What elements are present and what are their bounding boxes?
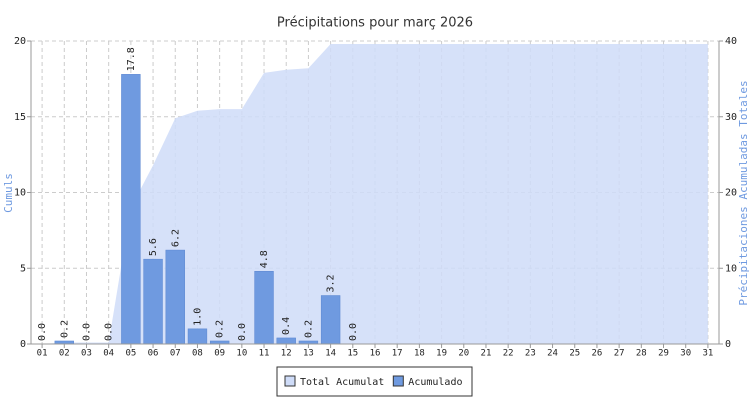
value-label: 0.0 bbox=[37, 323, 48, 341]
x-tick-label: 09 bbox=[214, 349, 225, 359]
x-tick-label: 31 bbox=[702, 349, 713, 359]
x-tick-label: 12 bbox=[281, 349, 292, 359]
y-tick-label: 0 bbox=[20, 339, 26, 350]
bar bbox=[276, 337, 296, 345]
x-tick-label: 19 bbox=[436, 349, 447, 359]
legend-swatch bbox=[284, 375, 296, 387]
value-label: 0.0 bbox=[348, 323, 359, 341]
bar bbox=[254, 271, 274, 345]
x-tick-label: 29 bbox=[658, 349, 669, 359]
bar bbox=[320, 295, 341, 345]
x-tick-label: 02 bbox=[59, 349, 70, 359]
y-tick-label: 15 bbox=[14, 112, 26, 123]
area bbox=[42, 44, 708, 344]
x-tick-label: 24 bbox=[547, 349, 558, 359]
x-tick-label: 27 bbox=[614, 349, 625, 359]
x-tick-label: 21 bbox=[481, 349, 492, 359]
value-label: 0.0 bbox=[81, 323, 92, 341]
legend-label: Acumulado bbox=[408, 377, 462, 388]
x-tick-label: 14 bbox=[325, 349, 336, 359]
value-label: 3.2 bbox=[326, 274, 337, 292]
x-tick-label: 03 bbox=[81, 349, 92, 359]
y2-tick-label: 0 bbox=[725, 339, 731, 350]
value-label: 0.0 bbox=[237, 323, 248, 341]
legend-label: Total Acumulat bbox=[300, 377, 384, 388]
legend-box bbox=[276, 366, 473, 397]
x-tick-label: 01 bbox=[37, 349, 48, 359]
y2-tick-label: 30 bbox=[725, 112, 737, 123]
y2-tick-label: 20 bbox=[725, 188, 737, 199]
value-label: 1.0 bbox=[192, 308, 203, 326]
y-tick-label: 5 bbox=[20, 263, 26, 274]
x-tick-label: 18 bbox=[414, 349, 425, 359]
x-tick-label: 07 bbox=[170, 349, 181, 359]
bar bbox=[165, 249, 185, 345]
x-tick-label: 22 bbox=[503, 349, 514, 359]
value-label: 0.2 bbox=[303, 320, 314, 338]
x-tick-label: 10 bbox=[236, 349, 247, 359]
y-axis-title: Cumuls bbox=[2, 173, 15, 213]
x-tick-label: 30 bbox=[680, 349, 691, 359]
value-label: 0.2 bbox=[59, 320, 70, 338]
x-tick-label: 06 bbox=[148, 349, 159, 359]
x-tick-label: 16 bbox=[370, 349, 381, 359]
chart-title: Précipitations pour març 2026 bbox=[277, 16, 473, 31]
x-tick-label: 04 bbox=[103, 349, 114, 359]
y2-tick-label: 40 bbox=[725, 36, 737, 47]
value-label: 0.4 bbox=[281, 317, 292, 335]
bar bbox=[143, 258, 163, 345]
legend-swatch bbox=[392, 375, 404, 387]
y2-tick-label: 10 bbox=[725, 263, 737, 274]
y-tick-label: 20 bbox=[14, 36, 26, 47]
value-label: 0.2 bbox=[215, 320, 226, 338]
value-label: 5.6 bbox=[148, 238, 159, 256]
x-tick-label: 11 bbox=[259, 349, 270, 359]
x-tick-label: 13 bbox=[303, 349, 314, 359]
x-tick-label: 28 bbox=[636, 349, 647, 359]
x-tick-label: 17 bbox=[392, 349, 403, 359]
bar bbox=[187, 328, 208, 345]
value-label: 17.8 bbox=[126, 47, 137, 71]
value-label: 6.2 bbox=[170, 229, 181, 247]
value-label: 0.0 bbox=[104, 323, 115, 341]
x-tick-label: 25 bbox=[569, 349, 580, 359]
x-tick-label: 26 bbox=[592, 349, 603, 359]
x-tick-label: 23 bbox=[525, 349, 536, 359]
value-label: 4.8 bbox=[259, 250, 270, 268]
y-tick-label: 10 bbox=[14, 188, 26, 199]
x-tick-label: 08 bbox=[192, 349, 203, 359]
x-tick-label: 20 bbox=[458, 349, 469, 359]
y2-axis-title: Précipitaciones Acumuladas Totales bbox=[737, 80, 750, 305]
x-tick-label: 15 bbox=[347, 349, 358, 359]
x-tick-label: 05 bbox=[125, 349, 136, 359]
bar bbox=[121, 74, 141, 345]
